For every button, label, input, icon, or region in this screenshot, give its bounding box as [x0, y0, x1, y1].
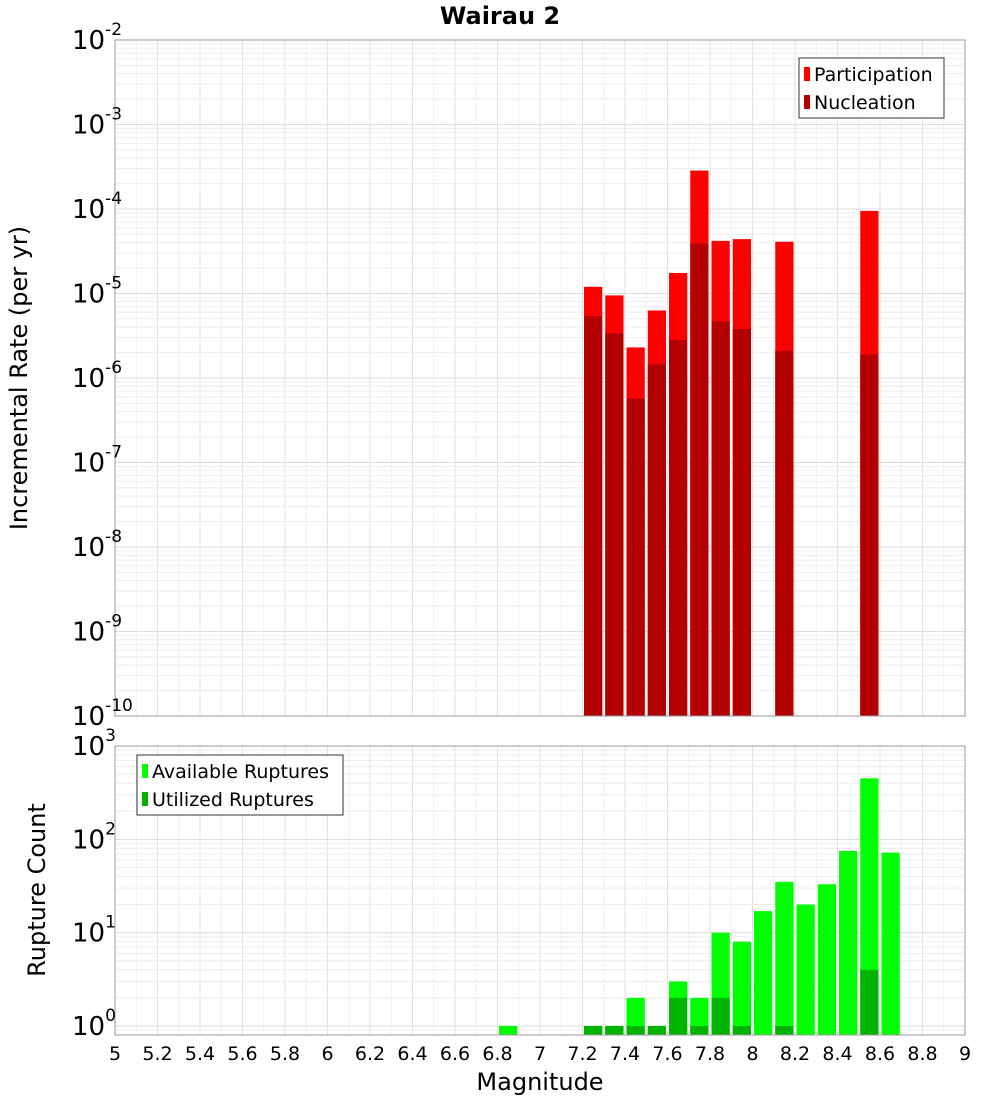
- bottom-y-tick-label: 100: [72, 1006, 116, 1042]
- utilized-ruptures-bar: [775, 1025, 794, 1035]
- x-tick-label: 7: [534, 1043, 546, 1065]
- bottom-legend-swatch: [142, 792, 148, 806]
- available-ruptures-bar: [732, 941, 751, 1035]
- x-tick-label: 9: [959, 1043, 971, 1065]
- utilized-ruptures-bar: [732, 1025, 751, 1035]
- utilized-ruptures-bar: [584, 1025, 603, 1035]
- bottom-legend-label: Utilized Ruptures: [152, 789, 314, 811]
- bottom-plot-border: [114, 745, 966, 1036]
- top-y-tick-label: 10-9: [72, 612, 122, 648]
- x-tick-label: 8.8: [907, 1043, 937, 1065]
- x-tick-label: 5.2: [142, 1043, 172, 1065]
- bottom-bars: [499, 778, 900, 1035]
- top-plot-panel: 10-2 10-3 10-4 10-5 10-6 10-7 10-8 10-9 10-10 In…: [5, 20, 966, 732]
- x-tick-labels: 5 5.2 5.4 5.6 5.8 6 6.2 6.4 6.6 6.8 7 7.2 7.4 7.6 7.8 8…: [109, 1043, 971, 1065]
- x-tick-label: 7.4: [610, 1043, 640, 1065]
- top-y-tick-label: 10-10: [72, 696, 133, 732]
- x-tick-label: 6.4: [397, 1043, 427, 1065]
- top-y-tick-label: 10-2: [72, 20, 122, 56]
- top-plot-border: [114, 39, 966, 717]
- bottom-legend: Available Ruptures Utilized Ruptures: [136, 754, 344, 816]
- nucleation-bar: [732, 329, 751, 716]
- nucleation-bar: [775, 350, 794, 716]
- nucleation-bar: [860, 354, 879, 716]
- utilized-ruptures-bar: [647, 1025, 666, 1035]
- nucleation-bar: [584, 316, 603, 716]
- bottom-legend-swatch: [142, 764, 148, 778]
- utilized-ruptures-bar: [626, 1025, 645, 1035]
- x-tick-label: 5.4: [185, 1043, 215, 1065]
- bottom-y-tick-label: 101: [72, 913, 116, 949]
- available-ruptures-bar: [626, 997, 645, 1035]
- top-legend-swatch: [804, 67, 810, 81]
- top-y-tick-label: 10-5: [72, 274, 122, 310]
- available-ruptures-bar: [499, 1025, 518, 1035]
- top-y-tick-label: 10-8: [72, 527, 122, 563]
- x-tick-label: 7.6: [652, 1043, 682, 1065]
- nucleation-bar: [711, 321, 730, 716]
- x-tick-label: 6.2: [355, 1043, 385, 1065]
- x-tick-label: 8: [746, 1043, 758, 1065]
- utilized-ruptures-bar: [711, 997, 730, 1035]
- utilized-ruptures-bar: [690, 1025, 709, 1035]
- x-tick-label: 6: [321, 1043, 333, 1065]
- nucleation-bar: [690, 243, 709, 716]
- nucleation-bar: [647, 364, 666, 716]
- top-y-tick-labels: 10-2 10-3 10-4 10-5 10-6 10-7 10-8 10-9 10-10: [72, 20, 133, 732]
- bottom-y-axis-label: Rupture Count: [23, 803, 51, 977]
- x-tick-label: 6.8: [482, 1043, 512, 1065]
- utilized-ruptures-bar: [669, 997, 688, 1035]
- x-tick-label: 7.2: [567, 1043, 597, 1065]
- x-tick-label: 5.8: [270, 1043, 300, 1065]
- available-ruptures-bar: [796, 904, 815, 1035]
- nucleation-bar: [605, 333, 624, 716]
- top-bars: [584, 170, 879, 717]
- top-y-axis-label: Incremental Rate (per yr): [5, 226, 33, 530]
- top-y-tick-label: 10-4: [72, 189, 122, 225]
- top-y-tick-label: 10-6: [72, 358, 122, 394]
- top-legend-label: Nucleation: [814, 92, 916, 114]
- bottom-y-tick-label: 103: [72, 726, 116, 762]
- x-tick-label: 8.2: [780, 1043, 810, 1065]
- bottom-y-tick-labels: 103 102 101 100: [72, 726, 116, 1042]
- top-grid: [114, 39, 966, 717]
- available-ruptures-bar: [817, 884, 836, 1035]
- x-tick-label: 8.4: [822, 1043, 852, 1065]
- available-ruptures-bar: [839, 850, 858, 1035]
- available-ruptures-bar: [690, 997, 709, 1035]
- x-tick-label: 6.6: [440, 1043, 470, 1065]
- x-tick-label: 5: [109, 1043, 121, 1065]
- available-ruptures-bar: [754, 911, 773, 1035]
- top-legend-label: Participation: [814, 64, 933, 86]
- top-legend-box: [798, 57, 945, 119]
- nucleation-bar: [669, 340, 688, 716]
- x-axis-label: Magnitude: [476, 1068, 603, 1096]
- top-y-tick-label: 10-7: [72, 443, 122, 479]
- bottom-y-tick-label: 102: [72, 819, 116, 855]
- available-ruptures-bar: [775, 881, 794, 1035]
- x-tick-label: 5.6: [227, 1043, 257, 1065]
- bottom-plot-panel: 103 102 101 100 Rupture Count Available Rup…: [23, 726, 966, 1042]
- bottom-legend-box: [136, 754, 344, 816]
- top-legend: Participation Nucleation: [798, 57, 945, 119]
- x-tick-label: 8.6: [865, 1043, 895, 1065]
- x-tick-label: 7.8: [695, 1043, 725, 1065]
- utilized-ruptures-bar: [605, 1025, 624, 1035]
- available-ruptures-bar: [881, 852, 900, 1035]
- nucleation-bar: [626, 398, 645, 716]
- bottom-legend-label: Available Ruptures: [152, 761, 329, 783]
- top-y-tick-label: 10-3: [72, 105, 122, 141]
- top-legend-swatch: [804, 95, 810, 109]
- chart-title: Wairau 2: [440, 2, 560, 30]
- utilized-ruptures-bar: [860, 969, 879, 1035]
